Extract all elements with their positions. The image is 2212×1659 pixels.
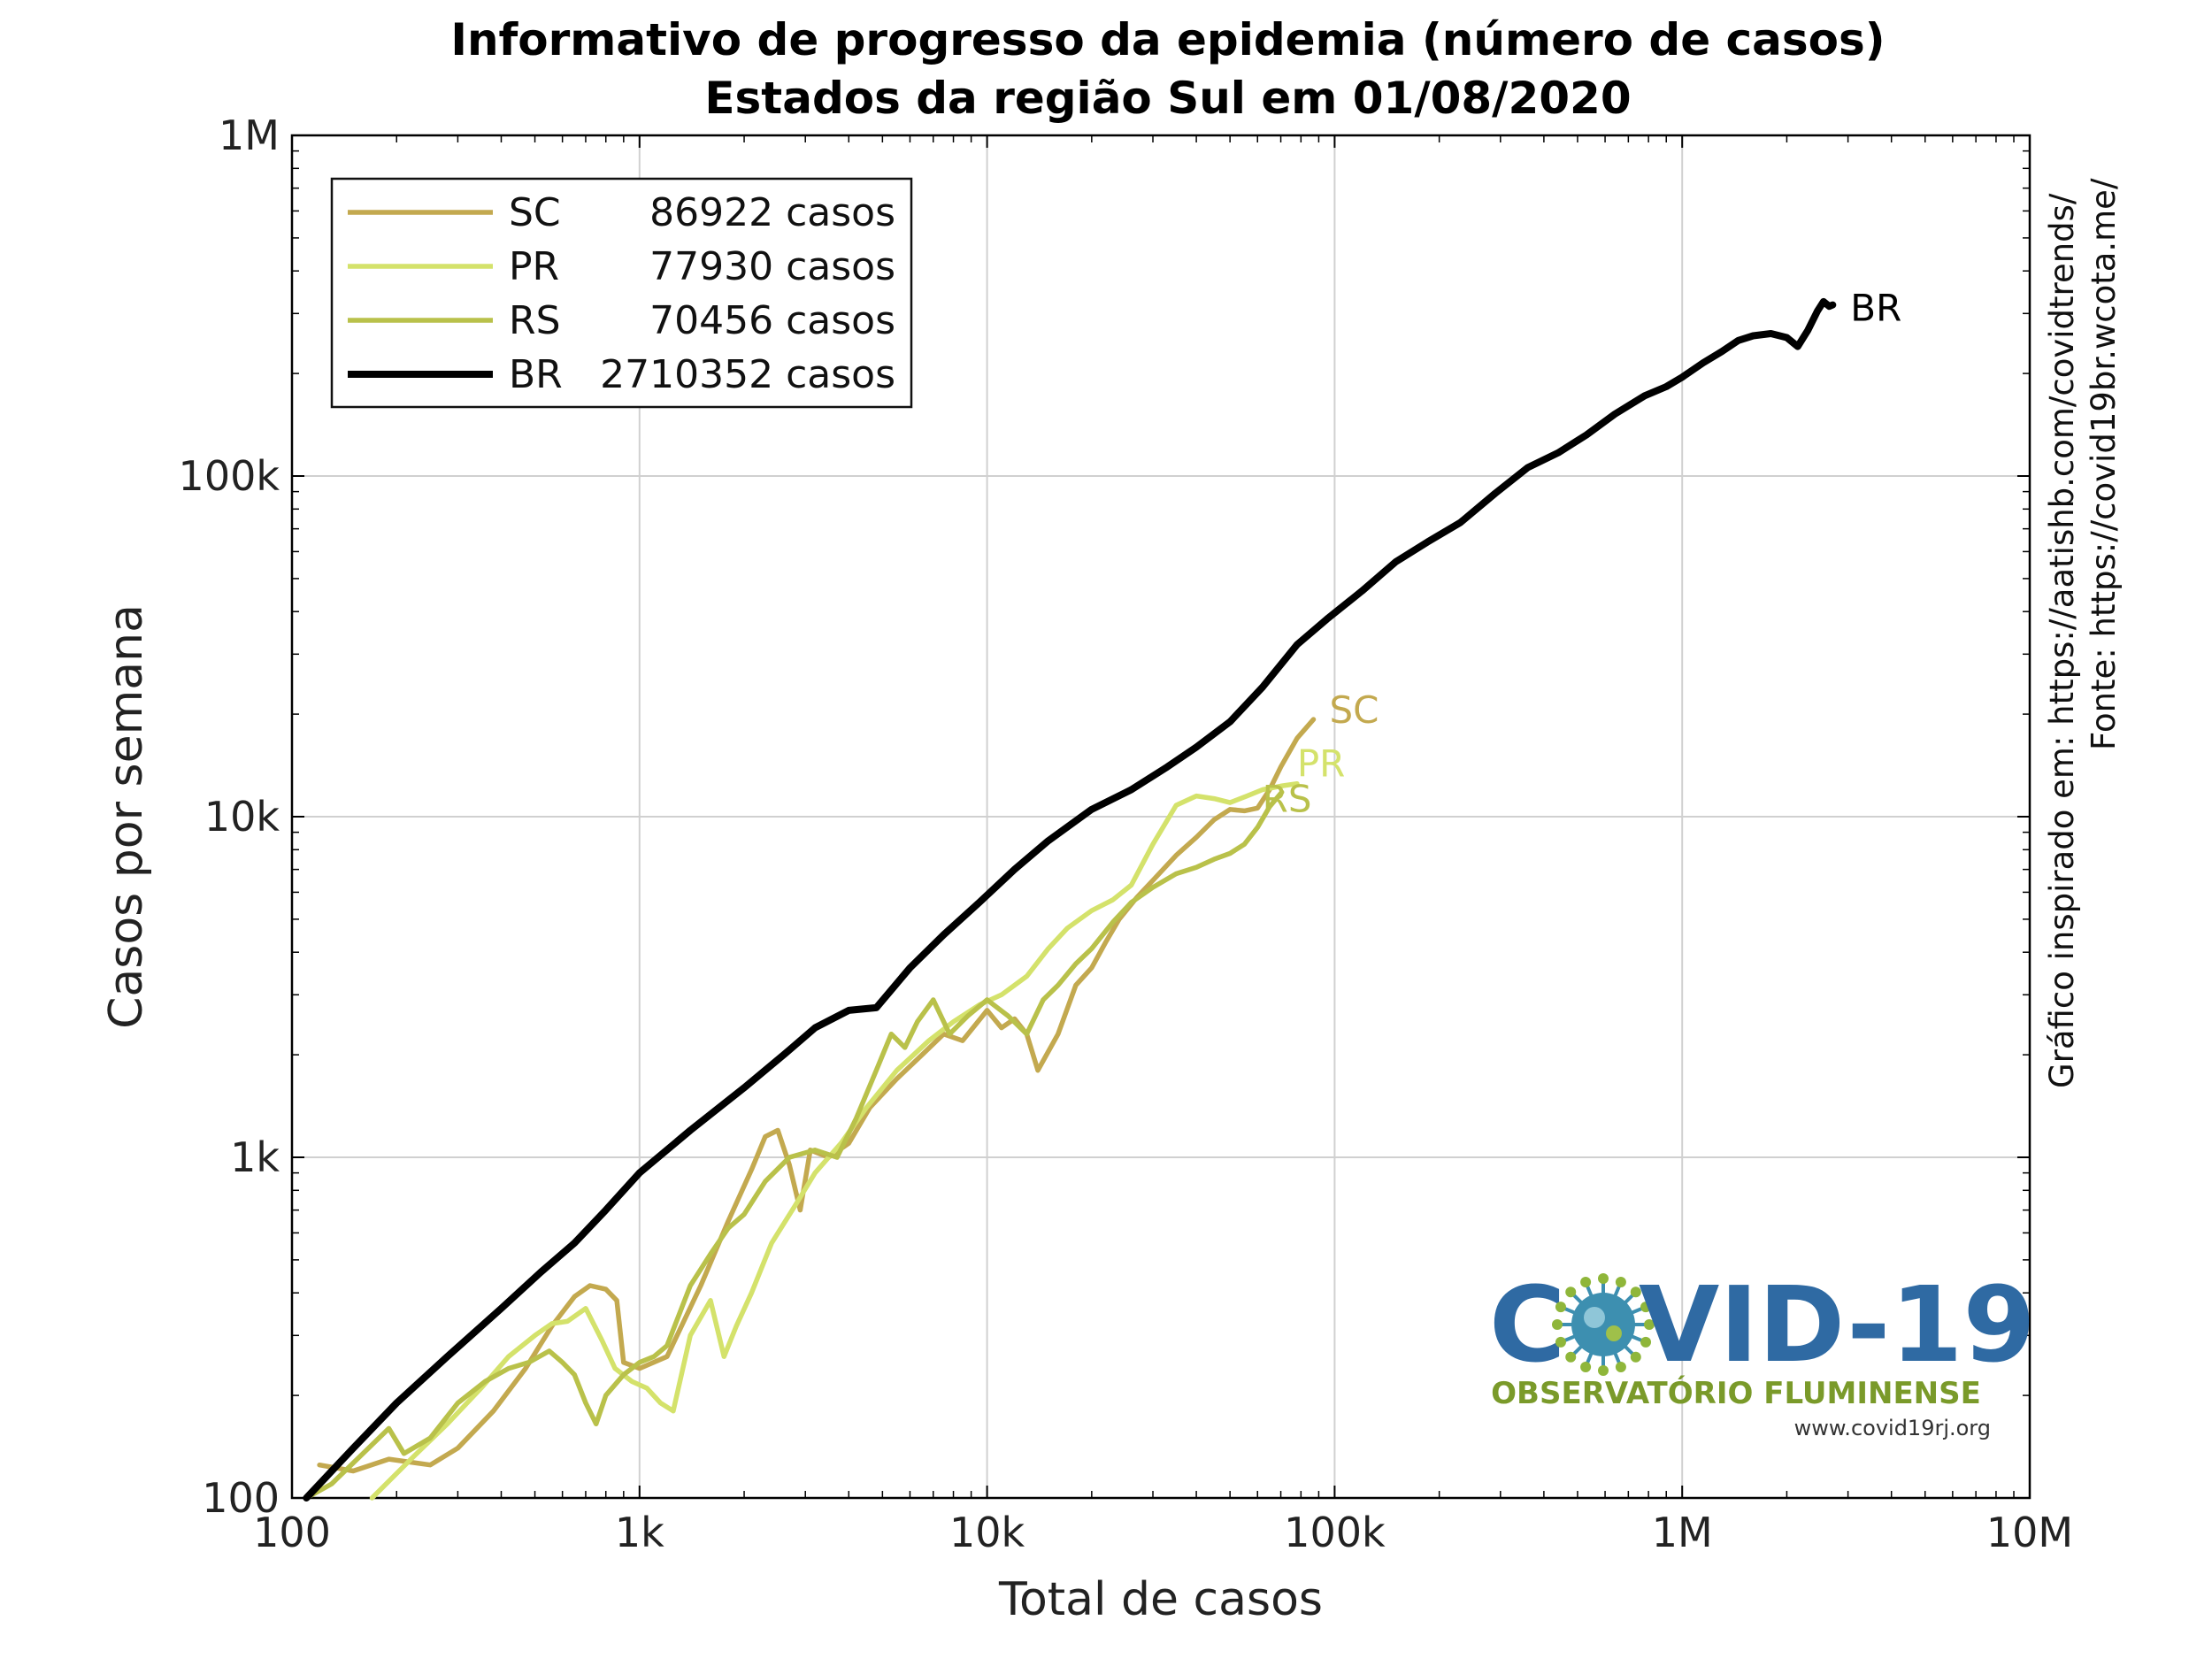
- legend-count-pr: 77930 casos: [649, 244, 895, 289]
- x-tick-label: 1k: [615, 1509, 664, 1556]
- x-axis-title: Total de casos: [998, 1573, 1323, 1626]
- series-line-pr: [369, 780, 1300, 1501]
- series-line-br: [303, 297, 1837, 1502]
- virus-spike-tip: [1644, 1319, 1655, 1330]
- end-label-pr: PR: [1297, 742, 1346, 786]
- virus-spike-tip: [1580, 1362, 1592, 1373]
- legend-count-sc: 86922 casos: [649, 190, 895, 235]
- virus-spike-tip: [1580, 1276, 1592, 1287]
- virus-spike-tip: [1615, 1362, 1626, 1373]
- legend-name-br: BR: [509, 352, 563, 397]
- chart-subtitle: Estados da região Sul em 01/08/2020: [704, 73, 1631, 124]
- virus-spike-tip: [1565, 1286, 1577, 1298]
- series-lines: [303, 297, 1837, 1502]
- y-tick-label: 100k: [179, 452, 280, 500]
- end-label-sc: SC: [1329, 688, 1379, 732]
- logo-text: VID-19: [1639, 1263, 2036, 1386]
- axis-ticks: [291, 134, 2031, 1499]
- x-tick-label: 10M: [1986, 1509, 2073, 1556]
- legend-name-rs: RS: [509, 298, 561, 343]
- legend-name-pr: PR: [509, 244, 559, 289]
- virus-spike-tip: [1598, 1365, 1609, 1376]
- legend-count-br: 2710352 casos: [600, 352, 895, 397]
- series-line-sc: [317, 717, 1317, 1474]
- chart-title: Informativo de progresso da epidemia (nú…: [450, 14, 1885, 65]
- virus-spike-tip: [1552, 1319, 1563, 1330]
- source-note: Fonte: https://covid19br.wcota.me/: [2085, 178, 2123, 750]
- virus-spike-tip: [1598, 1273, 1609, 1284]
- virus-body: [1571, 1293, 1635, 1356]
- x-tick-label: 100: [253, 1509, 331, 1556]
- y-axis-title: Casos por semana: [100, 604, 153, 1029]
- y-tick-label: 100: [202, 1474, 280, 1522]
- series-line-rs: [303, 789, 1285, 1501]
- virus-spot: [1606, 1325, 1622, 1341]
- logo-subtitle: OBSERVATÓRIO FLUMINENSE: [1491, 1375, 1981, 1411]
- legend-name-sc: SC: [509, 190, 561, 235]
- legend-box: [330, 177, 913, 409]
- virus-icon: [1552, 1273, 1655, 1376]
- virus-spike-tip: [1630, 1286, 1641, 1298]
- virus-spike-tip: [1640, 1302, 1652, 1313]
- end-label-rs: RS: [1263, 777, 1312, 820]
- inspiration-note: Gráfico inspirado em: https://aatishb.co…: [2043, 193, 2081, 1088]
- legend-count-rs: 70456 casos: [649, 298, 895, 343]
- virus-spike-tip: [1640, 1336, 1652, 1348]
- logo-url: www.covid19rj.org: [1794, 1416, 1991, 1440]
- virus-spike-tip: [1555, 1302, 1566, 1313]
- virus-spot: [1584, 1307, 1605, 1328]
- y-tick-label: 10k: [204, 793, 280, 841]
- plot-frame: [290, 134, 2032, 1500]
- virus-spike-tip: [1630, 1351, 1641, 1363]
- x-tick-label: 100k: [1284, 1509, 1386, 1556]
- covid19-logo: C VID-19 OBSERVATÓRIO FLUMINENSE www.cov…: [1489, 1263, 2036, 1440]
- y-tick-label: 1M: [219, 111, 280, 159]
- virus-spike-tip: [1555, 1336, 1566, 1348]
- y-tick-label: 1k: [230, 1133, 280, 1181]
- virus-spike-tip: [1615, 1276, 1626, 1287]
- legend: SC 86922 casos PR 77930 casos RS 70456 casos B…: [330, 177, 913, 409]
- virus-spike-tip: [1565, 1351, 1577, 1363]
- x-tick-label: 10k: [949, 1509, 1025, 1556]
- x-tick-label: 1M: [1652, 1509, 1713, 1556]
- end-label-br: BR: [1850, 287, 1901, 330]
- tick-labels: 100 1k 10k 100k 1M 10M 100 1k 10k 100k 1M: [179, 111, 2074, 1556]
